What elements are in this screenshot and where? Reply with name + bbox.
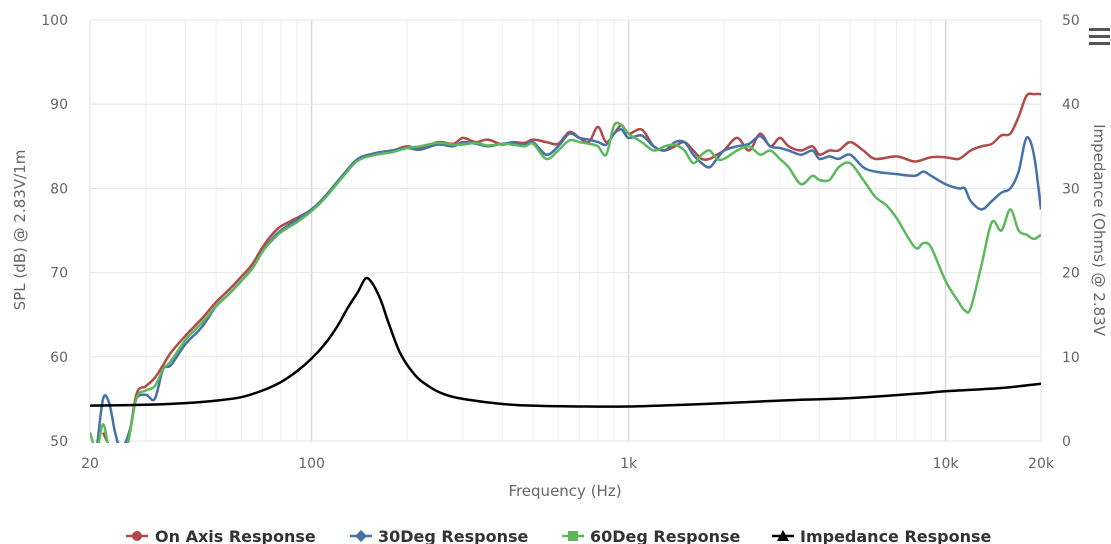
legend-item-3[interactable]: Impedance Response [772, 527, 992, 544]
y-right-tick-label: 0 [1062, 434, 1071, 450]
y-left-tick-label: 80 [50, 181, 68, 197]
chart-axes: 20 100 1k 10k 20k 50 60 70 80 90 100 0 10 20 30 40 50 [41, 13, 1080, 472]
x-axis-title: Frequency (Hz) [508, 482, 621, 500]
x-tick-label: 1k [620, 456, 638, 472]
x-tick-label: 10k [933, 456, 960, 472]
y-right-tick-label: 20 [1062, 266, 1080, 282]
legend-label: Impedance Response [800, 527, 992, 544]
series-line-1[interactable] [96, 128, 1041, 449]
legend-diamond-marker [355, 530, 367, 542]
chart-grid [89, 19, 1042, 442]
series-line-2[interactable] [90, 121, 1041, 453]
y-left-tick-label: 100 [41, 13, 68, 29]
legend-item-2[interactable]: 60Deg Response [562, 527, 740, 544]
legend-label: On Axis Response [155, 527, 316, 544]
y-right-tick-label: 40 [1062, 97, 1080, 113]
chart-legend: On Axis Response 30Deg Response 60Deg Resp… [126, 527, 992, 544]
y-axis-left-title: SPL (dB) @ 2.83V/1m [11, 150, 29, 311]
y-left-tick-label: 60 [50, 350, 68, 366]
y-right-tick-label: 50 [1062, 13, 1080, 29]
series-line-3[interactable] [90, 276, 1041, 408]
legend-item-0[interactable]: On Axis Response [126, 527, 316, 544]
y-left-tick-label: 90 [50, 97, 68, 113]
legend-label: 60Deg Response [590, 527, 740, 544]
legend-square-marker [568, 531, 578, 541]
y-right-tick-label: 10 [1062, 350, 1080, 366]
y-left-tick-label: 70 [50, 266, 68, 282]
hamburger-menu-icon[interactable] [1088, 25, 1110, 49]
y-left-tick-label: 50 [50, 434, 68, 450]
x-tick-label: 100 [298, 456, 325, 472]
x-tick-label: 20 [81, 456, 99, 472]
chart-series [90, 92, 1041, 455]
series-line-0[interactable] [101, 92, 1041, 455]
legend-triangle-marker [777, 530, 789, 541]
x-tick-label: 20k [1028, 456, 1055, 472]
y-axis-right-title: Impedance (Ohms) @ 2.83V [1090, 124, 1108, 337]
legend-circle-marker [132, 531, 142, 541]
legend-item-1[interactable]: 30Deg Response [350, 527, 528, 544]
legend-label: 30Deg Response [378, 527, 528, 544]
y-right-tick-label: 30 [1062, 181, 1080, 197]
